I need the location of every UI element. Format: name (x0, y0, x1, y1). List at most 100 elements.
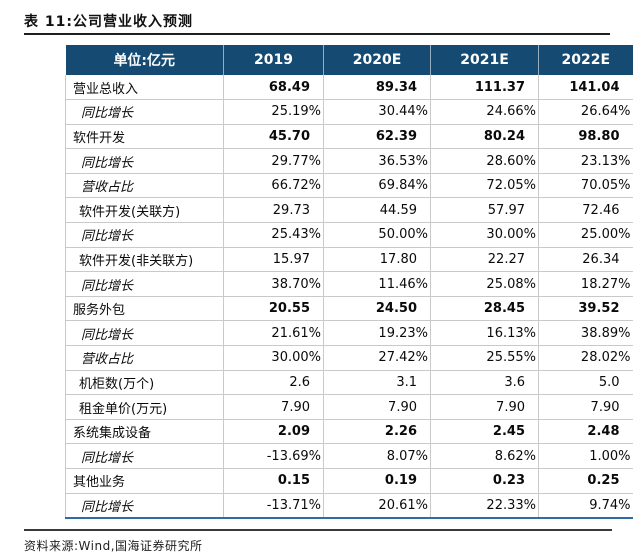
row-label: 营收占比 (65, 345, 224, 371)
cell-value: 72.05% (430, 173, 539, 199)
header-unit-label: 单位:亿元 (65, 45, 224, 75)
cell-value: 38.70% (223, 271, 324, 297)
row-label: 租金单价(万元) (65, 394, 224, 420)
table-row: 软件开发(非关联方) 15.97 17.80 22.27 26.34 (65, 247, 633, 273)
cell-value: 20.55 (223, 296, 324, 322)
table-row: 服务外包 20.55 24.50 28.45 39.52 (65, 296, 633, 322)
cell-value: 18.27% (538, 271, 633, 297)
cell-value: 15.97 (223, 247, 324, 273)
row-label: 营收占比 (65, 173, 224, 199)
revenue-forecast-table: 单位:亿元 2019 2020E 2021E 2022E 营业总收入 68.49 8… (65, 45, 633, 519)
cell-value: 36.53% (323, 148, 431, 174)
source-note: 资料来源:Wind,国海证券研究所 (24, 539, 203, 553)
cell-value: 8.07% (323, 443, 431, 469)
table-header: 单位:亿元 2019 2020E 2021E 2022E (65, 45, 633, 75)
cell-value: 2.45 (430, 419, 539, 445)
cell-value: 11.46% (323, 271, 431, 297)
cell-value: 22.27 (430, 247, 539, 273)
cell-value: 0.15 (223, 468, 324, 494)
cell-value: 70.05% (538, 173, 633, 199)
cell-value: 20.61% (323, 493, 431, 519)
row-label: 同比增长 (65, 148, 224, 174)
cell-value: 72.46 (538, 197, 633, 224)
row-label: 机柜数(万个) (65, 370, 224, 396)
cell-value: 1.00% (538, 443, 633, 469)
cell-value: 28.45 (430, 296, 539, 322)
cell-value: 27.42% (323, 345, 431, 371)
table-row: 系统集成设备 2.09 2.26 2.45 2.48 (65, 419, 633, 445)
cell-value: 38.89% (538, 320, 633, 347)
cell-value: 29.77% (223, 148, 324, 174)
row-label: 同比增长 (65, 271, 224, 297)
row-label: 软件开发(关联方) (65, 197, 224, 224)
row-label: 软件开发 (65, 124, 224, 150)
table-row: 营收占比 30.00% 27.42% 25.55% 28.02% (65, 345, 633, 371)
footer-divider (24, 529, 612, 531)
table-row: 同比增长 38.70% 11.46% 25.08% 18.27% (65, 271, 633, 297)
cell-value: 3.1 (323, 370, 431, 396)
cell-value: 7.90 (223, 394, 324, 420)
cell-value: 28.02% (538, 345, 633, 371)
table-row: 租金单价(万元) 7.90 7.90 7.90 7.90 (65, 394, 633, 420)
cell-value: 98.80 (538, 124, 633, 150)
table-row: 机柜数(万个) 2.6 3.1 3.6 5.0 (65, 370, 633, 396)
cell-value: 25.43% (223, 222, 324, 248)
cell-value: 66.72% (223, 173, 324, 199)
cell-value: 141.04 (538, 75, 633, 101)
table-row: 软件开发(关联方) 29.73 44.59 57.97 72.46 (65, 197, 633, 224)
row-label: 同比增长 (65, 493, 224, 519)
row-label: 服务外包 (65, 296, 224, 322)
cell-value: 5.0 (538, 370, 633, 396)
row-label: 同比增长 (65, 222, 224, 248)
cell-value: 50.00% (323, 222, 431, 248)
cell-value: 2.26 (323, 419, 431, 445)
cell-value: 69.84% (323, 173, 431, 199)
table-row: 同比增长 25.43% 50.00% 30.00% 25.00% (65, 222, 633, 248)
cell-value: 21.61% (223, 320, 324, 347)
cell-value: 25.19% (223, 99, 324, 125)
cell-value: 17.80 (323, 247, 431, 273)
cell-value: 39.52 (538, 296, 633, 322)
cell-value: 30.00% (223, 345, 324, 371)
cell-value: 25.55% (430, 345, 539, 371)
cell-value: 23.13% (538, 148, 633, 174)
cell-value: 45.70 (223, 124, 324, 150)
cell-value: 2.6 (223, 370, 324, 396)
cell-value: 25.00% (538, 222, 633, 248)
row-label: 营业总收入 (65, 75, 224, 101)
table-row: 营收占比 66.72% 69.84% 72.05% 70.05% (65, 173, 633, 199)
cell-value: 29.73 (223, 197, 324, 224)
row-label: 软件开发(非关联方) (65, 247, 224, 273)
row-label: 同比增长 (65, 320, 224, 347)
cell-value: 80.24 (430, 124, 539, 150)
cell-value: 16.13% (430, 320, 539, 347)
cell-value: 25.08% (430, 271, 539, 297)
row-label: 同比增长 (65, 443, 224, 469)
cell-value: 3.6 (430, 370, 539, 396)
cell-value: 0.23 (430, 468, 539, 494)
cell-value: 26.64% (538, 99, 633, 125)
table-body: 营业总收入 68.49 89.34 111.37 141.04 同比增长 25.19% 30.… (65, 75, 633, 519)
header-year-2020e: 2020E (323, 45, 431, 75)
table-row: 同比增长 29.77% 36.53% 28.60% 23.13% (65, 148, 633, 174)
cell-value: 7.90 (538, 394, 633, 420)
table-title: 表 11:公司营业收入预测 (24, 14, 193, 30)
cell-value: 111.37 (430, 75, 539, 101)
cell-value: 30.44% (323, 99, 431, 125)
table-row: 营业总收入 68.49 89.34 111.37 141.04 (65, 75, 633, 101)
table-row: 同比增长 -13.69% 8.07% 8.62% 1.00% (65, 443, 633, 469)
cell-value: 8.62% (430, 443, 539, 469)
table-row: 同比增长 -13.71% 20.61% 22.33% 9.74% (65, 493, 633, 519)
cell-value: 2.09 (223, 419, 324, 445)
cell-value: 28.60% (430, 148, 539, 174)
title-divider (24, 33, 610, 35)
cell-value: 2.48 (538, 419, 633, 445)
header-row: 单位:亿元 2019 2020E 2021E 2022E (65, 45, 633, 75)
cell-value: -13.69% (223, 443, 324, 469)
cell-value: 0.25 (538, 468, 633, 494)
header-year-2022e: 2022E (538, 45, 633, 75)
table-row: 软件开发 45.70 62.39 80.24 98.80 (65, 124, 633, 150)
cell-value: -13.71% (223, 493, 324, 519)
cell-value: 19.23% (323, 320, 431, 347)
cell-value: 9.74% (538, 493, 633, 519)
